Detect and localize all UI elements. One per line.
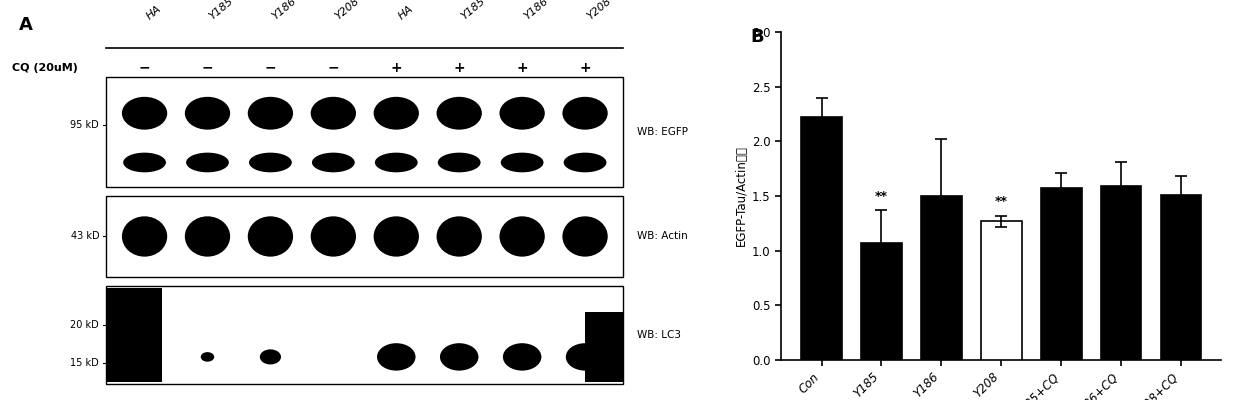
Ellipse shape: [436, 97, 482, 130]
Bar: [584, 312, 624, 382]
Bar: [107, 288, 161, 382]
Text: 15 kD: 15 kD: [71, 358, 99, 368]
Text: +: +: [579, 60, 591, 74]
Text: −: −: [264, 60, 277, 74]
Ellipse shape: [500, 97, 544, 130]
Text: HA: HA: [145, 4, 164, 22]
Text: WB: Actin: WB: Actin: [637, 232, 688, 242]
Ellipse shape: [260, 349, 281, 364]
Text: +: +: [454, 60, 465, 74]
Text: **: **: [875, 190, 888, 202]
Ellipse shape: [249, 153, 291, 172]
Ellipse shape: [373, 216, 419, 257]
Ellipse shape: [201, 352, 215, 362]
Ellipse shape: [373, 97, 419, 130]
Text: 43 kD: 43 kD: [71, 232, 99, 242]
Text: WB: LC3: WB: LC3: [637, 330, 681, 340]
Ellipse shape: [564, 153, 606, 172]
Text: WB: EGFP: WB: EGFP: [637, 127, 688, 137]
Ellipse shape: [311, 97, 356, 130]
Bar: [1161, 195, 1202, 360]
Text: CQ (20uM): CQ (20uM): [12, 62, 78, 72]
Ellipse shape: [374, 153, 418, 172]
Text: B: B: [750, 28, 764, 46]
Ellipse shape: [311, 216, 356, 257]
Ellipse shape: [123, 153, 166, 172]
Text: 95 kD: 95 kD: [71, 120, 99, 130]
Bar: [107, 196, 624, 277]
Ellipse shape: [440, 343, 479, 371]
Ellipse shape: [563, 97, 608, 130]
Ellipse shape: [186, 153, 229, 172]
Text: A: A: [20, 16, 33, 34]
Ellipse shape: [503, 343, 542, 371]
Bar: [861, 243, 901, 360]
Ellipse shape: [377, 343, 415, 371]
Text: Y185: Y185: [207, 0, 236, 22]
Y-axis label: EGFP-Tau/Actin比値: EGFP-Tau/Actin比値: [735, 146, 748, 246]
Ellipse shape: [563, 216, 608, 257]
Ellipse shape: [312, 153, 355, 172]
Text: +: +: [516, 60, 528, 74]
Text: Y208: Y208: [334, 0, 361, 22]
Text: Y185: Y185: [459, 0, 487, 22]
Ellipse shape: [501, 153, 543, 172]
Bar: [107, 77, 624, 186]
Text: Y186: Y186: [270, 0, 299, 22]
Text: Y186: Y186: [522, 0, 551, 22]
Text: +: +: [391, 60, 402, 74]
Ellipse shape: [565, 343, 604, 371]
Ellipse shape: [185, 216, 231, 257]
Ellipse shape: [248, 97, 293, 130]
Ellipse shape: [185, 97, 231, 130]
Ellipse shape: [438, 153, 481, 172]
Ellipse shape: [500, 216, 544, 257]
Text: −: −: [139, 60, 150, 74]
Text: HA: HA: [397, 4, 415, 22]
Text: **: **: [994, 195, 1008, 208]
Bar: [981, 221, 1022, 360]
Ellipse shape: [248, 216, 293, 257]
Ellipse shape: [131, 347, 157, 366]
Bar: [1101, 186, 1142, 360]
Bar: [1040, 188, 1081, 360]
Text: −: −: [202, 60, 213, 74]
Ellipse shape: [122, 216, 167, 257]
Text: Y208: Y208: [585, 0, 613, 22]
Bar: [107, 286, 624, 384]
Text: 20 kD: 20 kD: [71, 320, 99, 330]
Ellipse shape: [136, 312, 145, 320]
Bar: [921, 196, 962, 360]
Ellipse shape: [436, 216, 482, 257]
Text: −: −: [327, 60, 340, 74]
Bar: [801, 117, 842, 360]
Ellipse shape: [122, 97, 167, 130]
